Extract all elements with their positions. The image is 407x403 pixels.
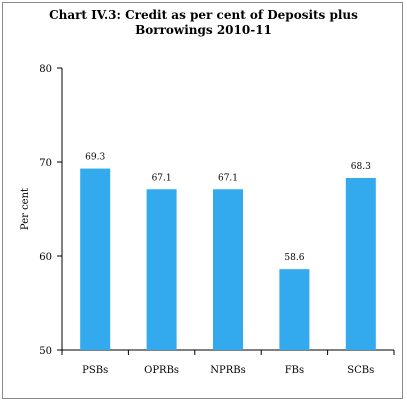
data-label-nprbs: 67.1 bbox=[218, 173, 238, 183]
data-label-fbs: 58.6 bbox=[284, 253, 304, 263]
category-label-fbs: FBs bbox=[285, 365, 304, 376]
x-axis bbox=[61, 349, 395, 355]
data-label-oprbs: 67.1 bbox=[152, 173, 172, 183]
data-label-scbs: 68.3 bbox=[351, 162, 371, 172]
chart-frame bbox=[2, 2, 403, 399]
category-label-nprbs: NPRBs bbox=[210, 365, 246, 376]
category-label-scbs: SCBs bbox=[347, 365, 374, 376]
category-labels: PSBs OPRBs NPRBs FBs SCBs bbox=[82, 365, 374, 376]
bar-fbs bbox=[279, 269, 310, 350]
chart-title-line-2: Borrowings 2010-11 bbox=[135, 23, 272, 37]
data-label-psbs: 69.3 bbox=[85, 153, 105, 163]
chart-title-line-1: Chart IV.3: Credit as per cent of Deposi… bbox=[49, 8, 358, 22]
y-tick-label: 50 bbox=[39, 346, 52, 357]
y-tick-label: 70 bbox=[39, 158, 52, 169]
y-tick-label: 80 bbox=[39, 64, 52, 75]
category-label-oprbs: OPRBs bbox=[144, 365, 179, 376]
y-axis: 50 60 70 80 bbox=[39, 64, 63, 357]
bars bbox=[80, 168, 376, 350]
y-axis-title: Per cent bbox=[20, 188, 31, 230]
bar-scbs bbox=[345, 177, 376, 350]
chart-title: Chart IV.3: Credit as per cent of Deposi… bbox=[0, 8, 407, 38]
y-tick-label: 60 bbox=[39, 252, 52, 263]
data-labels: 69.3 67.1 67.1 58.6 68.3 bbox=[85, 153, 371, 264]
category-label-psbs: PSBs bbox=[82, 365, 108, 376]
bar-oprbs bbox=[146, 189, 177, 350]
bar-nprbs bbox=[213, 189, 243, 350]
bar-psbs bbox=[80, 168, 111, 350]
